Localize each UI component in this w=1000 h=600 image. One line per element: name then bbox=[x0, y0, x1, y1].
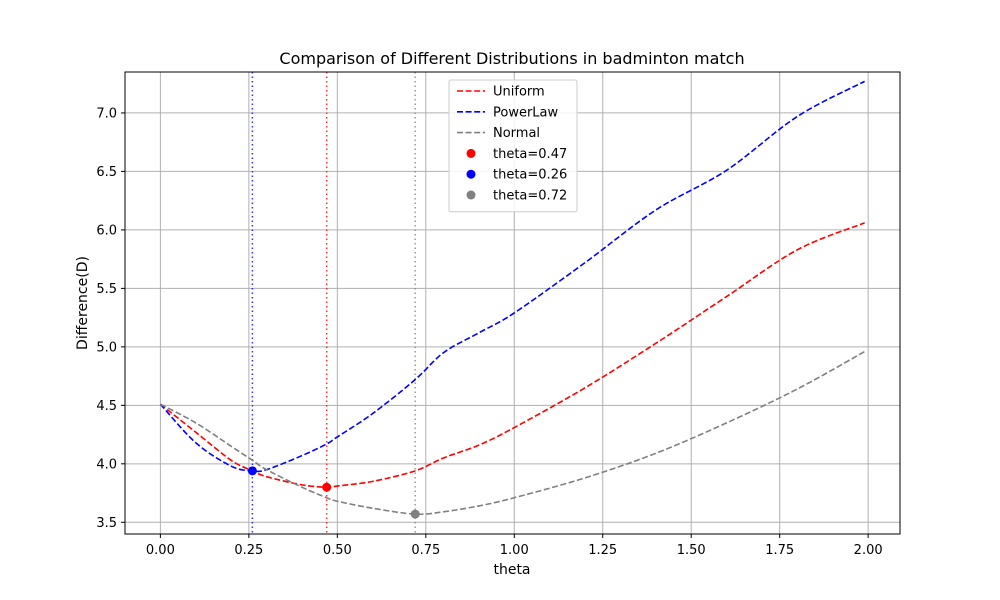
legend-label: theta=0.26 bbox=[493, 168, 567, 183]
y-axis-label: Difference(D) bbox=[75, 256, 91, 350]
x-axis-label: theta bbox=[493, 562, 530, 578]
y-axis-ticks: 3.5 4.0 4.5 5.0 5.5 6.0 6.5 7.0 bbox=[96, 106, 125, 531]
legend-box bbox=[448, 79, 578, 213]
x-tick-label: 2.00 bbox=[854, 543, 883, 558]
y-tick-label: 6.0 bbox=[96, 223, 117, 238]
x-tick-label: 1.00 bbox=[500, 543, 529, 558]
minimum-point bbox=[322, 482, 332, 492]
chart-title: Comparison of Different Distributions in… bbox=[279, 49, 744, 68]
minimum-points bbox=[247, 466, 420, 519]
y-tick-label: 4.0 bbox=[96, 457, 117, 472]
legend-label: theta=0.47 bbox=[493, 147, 567, 162]
legend-marker-sample bbox=[466, 190, 476, 200]
x-tick-label: 1.25 bbox=[588, 543, 617, 558]
x-tick-label: 1.75 bbox=[765, 543, 794, 558]
x-tick-label: 0.00 bbox=[146, 543, 175, 558]
legend-label: PowerLaw bbox=[493, 105, 559, 120]
series-line-normal bbox=[160, 350, 865, 516]
x-tick-label: 0.25 bbox=[234, 543, 263, 558]
y-tick-label: 7.0 bbox=[96, 106, 117, 121]
minimum-vertical-lines bbox=[251, 72, 416, 534]
legend-marker-sample bbox=[466, 148, 476, 158]
legend-label: Normal bbox=[493, 126, 540, 141]
legend: Uniform PowerLaw Normal theta=0.47 theta=0.2… bbox=[448, 79, 578, 213]
x-tick-label: 0.50 bbox=[323, 543, 352, 558]
y-tick-label: 5.5 bbox=[96, 282, 117, 297]
legend-label: theta=0.72 bbox=[493, 189, 567, 204]
minimum-point bbox=[247, 466, 257, 476]
legend-marker-sample bbox=[466, 169, 476, 179]
plot-frame bbox=[124, 71, 901, 535]
x-tick-label: 1.50 bbox=[677, 543, 706, 558]
y-tick-label: 4.5 bbox=[96, 399, 117, 414]
series-line-uniform bbox=[159, 222, 865, 489]
x-tick-label: 0.75 bbox=[411, 543, 440, 558]
legend-label: Uniform bbox=[493, 85, 545, 100]
y-tick-label: 3.5 bbox=[96, 516, 117, 531]
y-tick-label: 6.5 bbox=[96, 165, 117, 180]
x-axis-ticks: 0.00 0.25 0.50 0.75 1.00 1.25 1.50 1.75 2.00 bbox=[146, 534, 883, 558]
y-tick-label: 5.0 bbox=[96, 340, 117, 355]
minimum-point bbox=[410, 509, 420, 519]
